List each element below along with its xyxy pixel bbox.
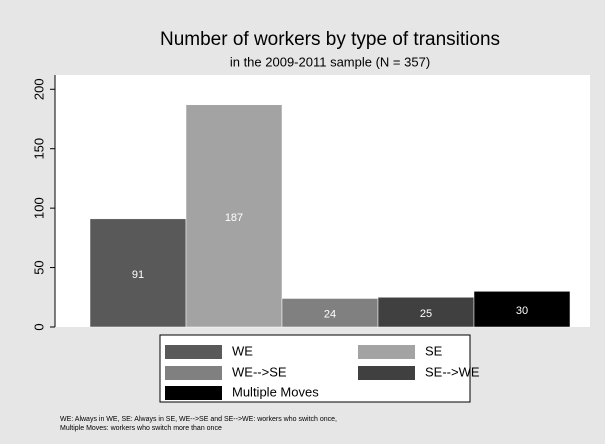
chart-title: Number of workers by type of transitions xyxy=(160,29,500,50)
y-tick-label: 200 xyxy=(31,78,46,100)
note: Multiple Moves: workers who switch more … xyxy=(60,425,222,432)
legend-label: Multiple Moves xyxy=(232,384,319,399)
y-tick-label: 100 xyxy=(31,197,46,219)
data-label: 24 xyxy=(324,309,336,321)
legend-swatch xyxy=(165,366,222,380)
legend-label: SE xyxy=(425,343,443,358)
legend-label: WE-->SE xyxy=(232,364,287,379)
y-tick-label: 0 xyxy=(31,323,46,330)
legend-swatch xyxy=(358,366,415,380)
note: WE: Always in WE, SE: Always in SE, WE--… xyxy=(60,416,337,423)
data-label: 91 xyxy=(132,269,144,281)
data-label: 25 xyxy=(420,308,432,320)
legend-label: WE xyxy=(232,343,253,358)
bar xyxy=(185,104,283,328)
data-label: 187 xyxy=(225,212,243,224)
bar xyxy=(473,291,571,328)
bar xyxy=(281,298,379,328)
legend-swatch xyxy=(165,386,222,400)
data-label: 30 xyxy=(516,305,528,317)
y-tick-label: 50 xyxy=(31,260,46,274)
bar xyxy=(377,297,475,328)
y-tick-label: 150 xyxy=(31,138,46,160)
legend-swatch xyxy=(358,345,415,359)
legend-label: SE-->WE xyxy=(425,364,480,379)
chart-subtitle: in the 2009-2011 sample (N = 357) xyxy=(230,54,430,69)
bar xyxy=(89,218,187,328)
legend-swatch xyxy=(165,345,222,359)
